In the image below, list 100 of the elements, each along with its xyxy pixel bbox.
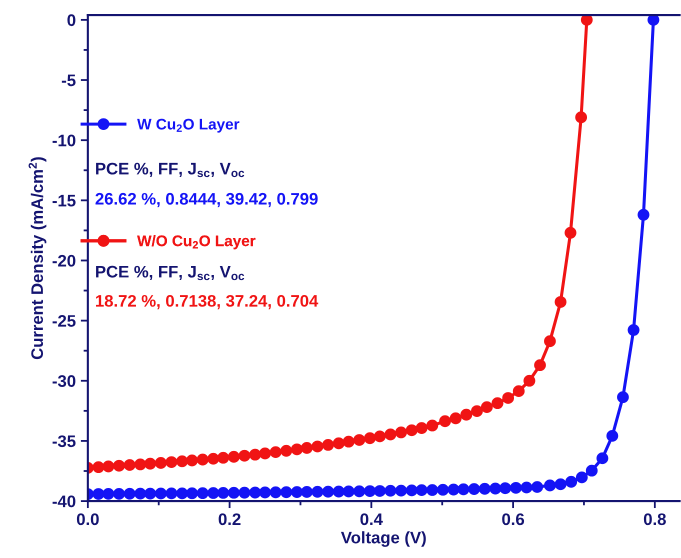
legend-label: W/O Cu$_{2}$O Layer — [137, 235, 256, 250]
point — [300, 442, 313, 454]
point — [300, 486, 313, 498]
point — [395, 426, 408, 438]
point — [166, 487, 178, 500]
point — [102, 488, 114, 500]
point — [322, 439, 334, 451]
point — [332, 437, 345, 450]
point — [437, 484, 449, 496]
point — [342, 436, 355, 448]
y-tick-label: -25 — [52, 315, 76, 327]
point — [238, 450, 250, 462]
point — [502, 392, 514, 404]
point — [280, 486, 292, 498]
point — [450, 412, 462, 424]
x-axis-title: Voltage (V) — [340, 531, 426, 547]
annotation: 26.62 %, 0.8444, 39.42, 0.799 — [96, 192, 318, 208]
x-tick-label: 0.2 — [218, 513, 241, 526]
point — [113, 488, 125, 500]
annotation: 18.72 %, 0.7138, 37.24, 0.704 — [96, 294, 318, 310]
point — [249, 448, 262, 461]
point — [499, 482, 512, 494]
point — [124, 459, 136, 471]
point — [374, 485, 386, 497]
y-tick-label: -30 — [52, 375, 76, 388]
point — [353, 434, 366, 446]
point — [575, 111, 588, 124]
point — [92, 461, 104, 474]
point — [480, 401, 493, 414]
point — [468, 483, 480, 495]
point — [596, 452, 608, 464]
point — [520, 482, 532, 494]
point — [217, 452, 230, 464]
point — [124, 488, 136, 500]
y-tick-label: -5 — [62, 74, 76, 86]
point — [176, 455, 188, 468]
point — [196, 454, 209, 466]
point — [510, 482, 522, 494]
point — [144, 458, 156, 470]
point — [207, 452, 220, 465]
point — [364, 485, 376, 497]
point — [554, 478, 566, 490]
point — [395, 484, 408, 497]
point — [406, 424, 418, 436]
point — [544, 335, 556, 348]
point — [416, 484, 428, 496]
x-tick-label: 0.6 — [502, 513, 524, 526]
x-tick-label: 0.4 — [360, 513, 383, 526]
y-tick-label: -20 — [52, 254, 76, 267]
point — [580, 15, 593, 26]
y-tick-label: -40 — [52, 495, 76, 508]
point — [586, 464, 598, 477]
y-tick-label: -35 — [52, 435, 76, 448]
point — [342, 486, 355, 498]
point — [384, 428, 396, 440]
point — [544, 480, 556, 492]
point — [458, 483, 470, 496]
point — [489, 482, 502, 494]
x-tick-label: 0.0 — [76, 513, 99, 526]
point — [448, 484, 460, 496]
point — [322, 486, 334, 498]
point — [564, 226, 576, 239]
point — [134, 488, 146, 500]
point — [249, 486, 262, 498]
point — [460, 408, 472, 421]
point — [270, 446, 282, 458]
point — [238, 486, 250, 499]
point — [364, 432, 376, 444]
point — [554, 296, 566, 308]
point — [144, 488, 156, 500]
point — [512, 385, 525, 398]
point — [228, 486, 240, 499]
point — [166, 456, 178, 468]
point — [439, 415, 451, 428]
point — [207, 487, 220, 499]
point — [186, 487, 198, 500]
point — [426, 484, 438, 496]
point — [406, 484, 418, 496]
point — [374, 430, 386, 442]
point — [312, 440, 324, 452]
point — [332, 486, 345, 498]
annotation: PCE %, FF, J$_{sc}$, V$_{oc}$ — [96, 266, 244, 280]
point — [478, 482, 491, 495]
point — [259, 486, 271, 498]
point — [606, 430, 618, 442]
point — [291, 443, 303, 456]
point — [638, 208, 650, 221]
point — [270, 486, 282, 498]
point — [280, 444, 292, 457]
point — [353, 485, 366, 498]
point — [228, 450, 240, 463]
point — [492, 397, 504, 410]
point — [92, 488, 104, 500]
point — [291, 486, 303, 498]
y-tick-label: -15 — [52, 194, 76, 207]
point — [576, 471, 588, 484]
point — [186, 454, 198, 466]
point — [176, 487, 188, 500]
point — [523, 374, 536, 387]
point — [134, 458, 146, 470]
